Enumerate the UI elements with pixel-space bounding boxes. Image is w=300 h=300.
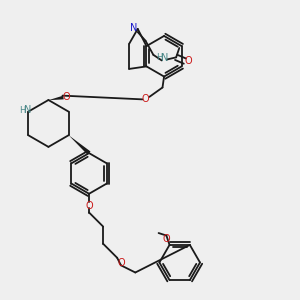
Text: N: N (160, 53, 168, 63)
Text: H: H (19, 106, 26, 115)
Text: O: O (184, 56, 192, 66)
Text: O: O (163, 234, 170, 244)
Text: O: O (117, 257, 125, 268)
Polygon shape (69, 135, 91, 155)
Text: O: O (142, 94, 149, 104)
Text: N: N (23, 105, 31, 115)
Text: O: O (63, 92, 70, 103)
Text: N: N (130, 23, 137, 33)
Text: O: O (85, 201, 93, 211)
Text: H: H (156, 53, 163, 62)
Polygon shape (49, 96, 64, 100)
